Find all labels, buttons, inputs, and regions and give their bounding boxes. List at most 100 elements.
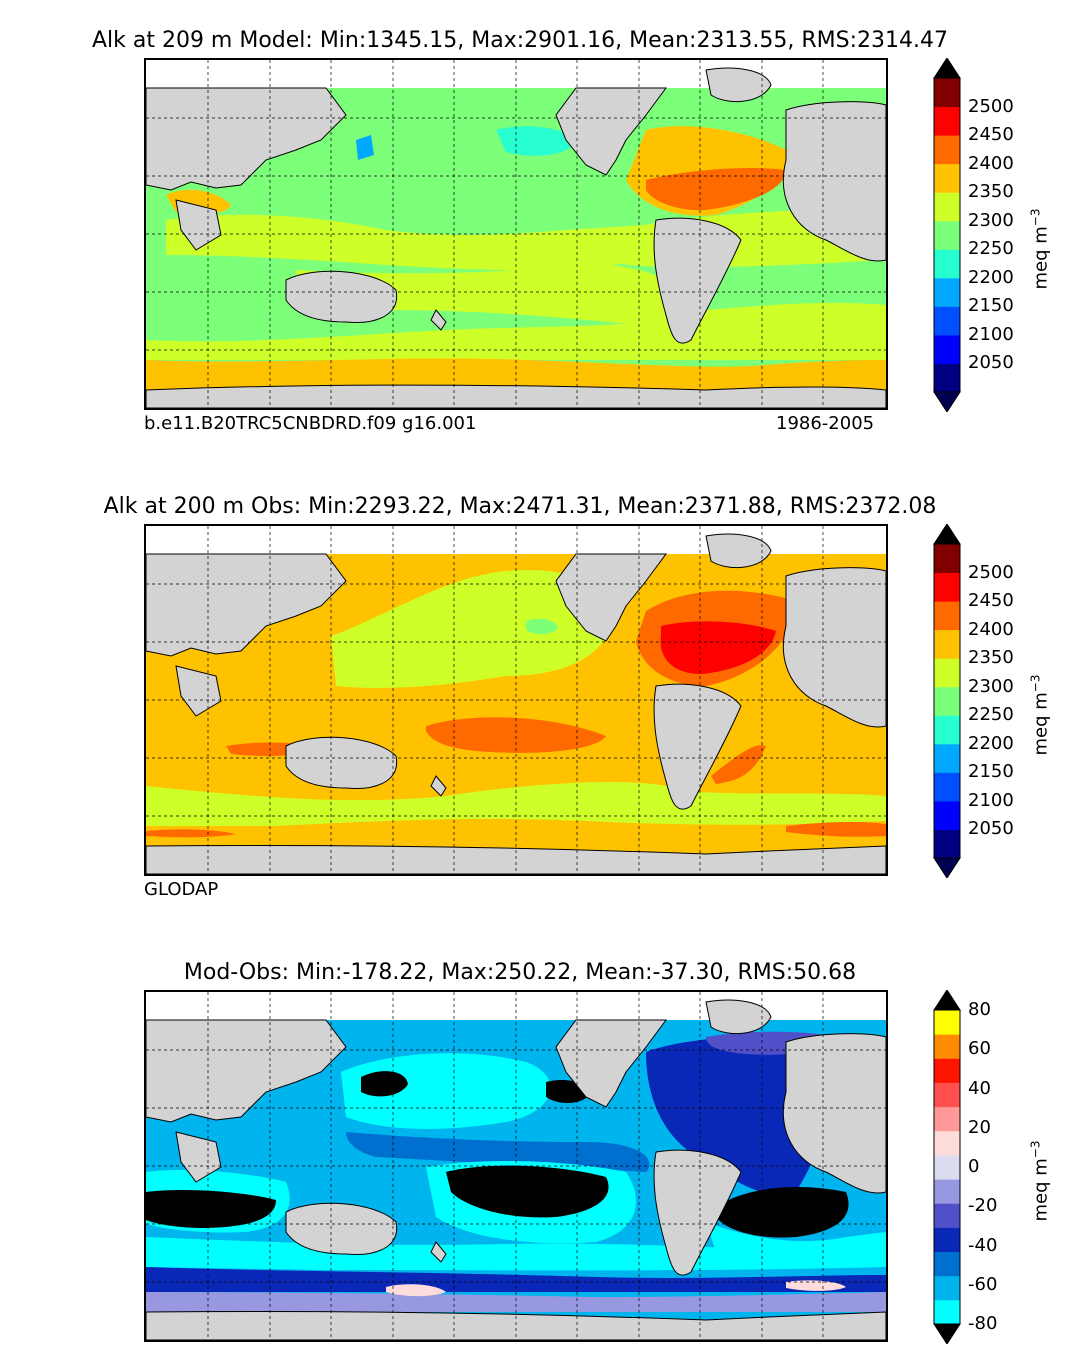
diff-units-main: meq m [1030,1158,1052,1222]
colorbar-segment [934,1275,960,1301]
colorbar-tick-label: 2050 [968,352,1014,374]
model-gridlines [146,60,886,408]
diff-io-black [146,1189,276,1228]
colorbar-tick-label: 2350 [968,181,1014,203]
obs-colorbar: 2500 2450 2400 2350 2300 2250 2200 2150 2100 2050 [920,524,1040,878]
colorbar-tick-label: 80 [968,999,991,1020]
obs-units-exp: −3 [1028,674,1043,693]
colorbar-tick-label: 2300 [968,209,1014,231]
colorbar-tick-label: 2150 [968,295,1014,317]
colorbar-tick-label: 2250 [968,238,1014,260]
colorbar-tick-label: 2100 [968,789,1014,811]
colorbar-segment [934,249,960,279]
diff-eqpac-darkblue [346,1132,650,1172]
model-na-red [646,168,786,211]
colorbar-segment [934,743,960,773]
colorbar-segment [934,800,960,830]
colorbar-tick-label: -20 [968,1195,998,1217]
colorbar-segment [934,1179,960,1204]
colorbar-tick-label: -80 [968,1313,998,1334]
colorbar-tick-label: 2400 [968,152,1014,174]
colorbar-over-triangle [933,990,961,1011]
colorbar-tick-label: 2350 [968,647,1014,669]
colorbar-segment [934,1106,960,1132]
colorbar-segment [934,1203,960,1228]
obs-na-red [660,621,776,674]
obs-footer-left: GLODAP [144,879,219,900]
colorbar-segment [934,829,960,859]
diff-so-darkblue [146,1267,886,1292]
colorbar-segment [934,1082,960,1108]
colorbar-tick-label: 2100 [968,323,1014,345]
colorbar-segment [934,306,960,336]
diff-map-svg [146,992,886,1340]
colorbar-tick-label: 60 [968,1038,991,1060]
colorbar-segment [934,1058,960,1083]
obs-np-lightgreen [526,618,558,635]
colorbar-frame [933,543,961,859]
model-title: Alk at 209 m Model: Min:1345.15, Max:290… [91,28,949,53]
model-band-eq-indo [166,214,646,270]
colorbar-segment [934,1299,960,1325]
colorbar-svg [933,990,961,1344]
model-footer-right: 1986-2005 [776,413,875,434]
colorbar-over-triangle [933,58,961,79]
obs-title: Alk at 200 m Obs: Min:2293.22, Max:2471.… [103,494,937,519]
colorbar-segment [934,629,960,659]
colorbar-tick-label: 2200 [968,732,1014,754]
colorbar-segment [934,277,960,307]
colorbar-under-triangle [933,1323,961,1344]
colorbar-segment [934,1034,960,1059]
colorbar-tick-label: 2050 [968,818,1014,840]
colorbar-segment [934,220,960,250]
colorbar-segment [934,686,960,716]
colorbar-segment [934,334,960,364]
colorbar-tick-label: 2500 [968,561,1014,583]
colorbar-tick-label: 2450 [968,590,1014,612]
model-units-exp: −3 [1028,208,1043,227]
model-units-main: meq m [1030,226,1052,290]
obs-np-green [331,570,616,688]
model-colorbar: 2500 2450 2400 2350 2300 2250 2200 2150 2100 2050 [920,58,1040,412]
diff-panel: Mod-Obs: Min:-178.22, Max:250.22, Mean:-… [0,932,1088,1372]
colorbar-tick-label: 40 [968,1077,991,1099]
diff-sp-black [446,1165,609,1218]
colorbar-segment [934,363,960,393]
colorbar-tick-label: 2300 [968,675,1014,697]
diff-map [144,990,888,1342]
colorbar-segment [934,1010,960,1035]
obs-gridlines [146,526,886,874]
obs-map-svg [146,526,886,874]
colorbar-segment [934,106,960,136]
diff-land [146,999,886,1276]
colorbar-segment [934,192,960,222]
colorbar-tick-label: 2150 [968,761,1014,783]
model-band-southpac [296,264,686,330]
colorbar-segment [934,135,960,165]
colorbar-tick-label: -60 [968,1273,998,1295]
colorbar-svg [933,524,961,878]
colorbar-segment [934,1227,960,1253]
obs-panel: Alk at 200 m Obs: Min:2293.22, Max:2471.… [0,466,1088,926]
colorbar-tick-label: 2250 [968,704,1014,726]
colorbar-tick-label: 20 [968,1116,991,1138]
obs-units-label: meq m−3 [1029,656,1052,756]
colorbar-segment [934,544,960,574]
model-kuroshio-blue [356,135,374,160]
colorbar-tick-label: 2500 [968,95,1014,117]
colorbar-segment [934,1154,960,1180]
diff-np-black [361,1071,591,1104]
obs-so-redorange [146,821,886,838]
colorbar-frame [933,77,961,393]
colorbar-segment [934,1251,960,1277]
colorbar-frame [933,1009,961,1325]
diff-sa-black [716,1187,849,1238]
obs-land [146,533,886,810]
colorbar-segment [934,658,960,688]
colorbar-under-triangle [933,857,961,878]
obs-sa-redorange [711,745,766,784]
obs-map [144,524,888,876]
obs-units-main: meq m [1030,692,1052,756]
colorbar-tick-label: 0 [968,1156,980,1177]
colorbar-tick-label: -40 [968,1234,998,1256]
